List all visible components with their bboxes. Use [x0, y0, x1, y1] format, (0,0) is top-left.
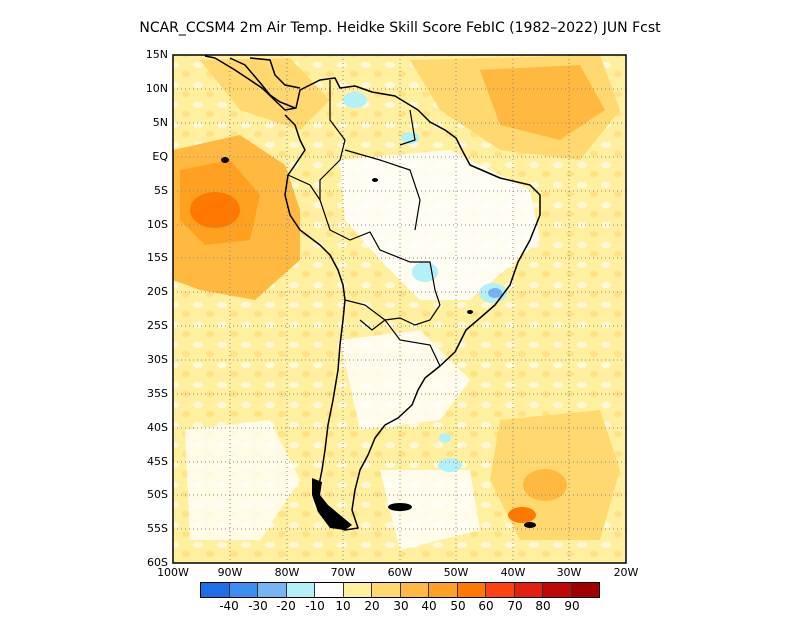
lat-label-20s: 20S: [147, 285, 168, 298]
lon-label-40w: 40W: [500, 566, 526, 579]
colorbar-label: 70: [507, 599, 523, 613]
south-atlantic-core-region: [523, 469, 567, 501]
colorbar-swatch-1: [229, 583, 258, 597]
colorbar-swatch-4: [315, 583, 344, 597]
colorbar-label: 90: [564, 599, 580, 613]
colorbar-swatch-5: [343, 583, 372, 597]
colorbar-label: -30: [248, 599, 268, 613]
negative-skill-patch-south-atlantic: [438, 458, 462, 472]
negative-skill-patch-brazil: [412, 262, 438, 282]
colorbar: [200, 582, 600, 598]
far-south-low-skill-region: [380, 470, 480, 550]
colorbar-swatch-8: [429, 583, 458, 597]
lat-label-25s: 25S: [147, 319, 168, 332]
lat-label-40s: 40S: [147, 421, 168, 434]
south-america-coastline: [214, 57, 541, 531]
colorbar-label: 50: [450, 599, 466, 613]
lat-label-5n: 5N: [152, 116, 168, 129]
lat-label-15n: 15N: [145, 48, 168, 61]
colorbar-swatch-7: [400, 583, 429, 597]
south-pacific-low-skill-region: [185, 420, 300, 540]
central-america-region: [200, 58, 330, 130]
colorbar-swatch-13: [571, 583, 599, 597]
southern-cone-low-skill-region: [340, 330, 470, 430]
north-atlantic-core-region: [480, 65, 605, 140]
colorbar-label: -10: [305, 599, 325, 613]
colorbar-label: 80: [535, 599, 551, 613]
lat-label-10n: 10N: [145, 82, 168, 95]
central-america-coastline: [204, 55, 301, 109]
lat-label-60s: 60S: [147, 556, 168, 569]
lon-label-90w: 90W: [217, 566, 243, 579]
colorbar-label: -40: [219, 599, 239, 613]
colorbar-label: 10: [335, 599, 351, 613]
negative-skill-patch-argentina: [439, 433, 451, 443]
colorbar-swatch-2: [258, 583, 287, 597]
lon-label-70w: 70W: [330, 566, 356, 579]
lat-label-eq: EQ: [152, 150, 168, 163]
chile-fjords: [312, 478, 352, 530]
colorbar-label: 30: [393, 599, 409, 613]
colorbar-label: 40: [421, 599, 437, 613]
colorbar-swatch-6: [372, 583, 401, 597]
colorbar-label: -20: [276, 599, 296, 613]
colorbar-swatch-9: [457, 583, 486, 597]
lon-label-100w: 100W: [157, 566, 189, 579]
lon-label-30w: 30W: [556, 566, 582, 579]
lon-label-20w: 20W: [613, 566, 639, 579]
colorbar-swatch-0: [201, 583, 230, 597]
colorbar-swatch-3: [286, 583, 315, 597]
pacific-peak-region: [190, 192, 240, 228]
colorbar-label: 20: [364, 599, 380, 613]
lon-label-50w: 50W: [443, 566, 469, 579]
lat-label-15s: 15S: [147, 251, 168, 264]
lat-label-35s: 35S: [147, 387, 168, 400]
lon-label-60w: 60W: [387, 566, 413, 579]
map-frame: [172, 54, 627, 564]
map-title: NCAR_CCSM4 2m Air Temp. Heidke Skill Sco…: [139, 20, 661, 36]
colorbar-swatch-10: [486, 583, 515, 597]
lat-label-45s: 45S: [147, 455, 168, 468]
lat-label-50s: 50S: [147, 488, 168, 501]
negative-skill-patch-southeast-core: [488, 288, 502, 298]
colorbar-swatch-12: [543, 583, 572, 597]
interior-low-skill-region: [340, 150, 540, 300]
lat-label-5s: 5S: [154, 184, 168, 197]
south-atlantic-peak-region: [508, 507, 536, 523]
lon-label-80w: 80W: [274, 566, 300, 579]
lat-label-55s: 55S: [147, 522, 168, 535]
lat-label-30s: 30S: [147, 353, 168, 366]
lat-label-10s: 10S: [147, 218, 168, 231]
colorbar-label: 60: [478, 599, 494, 613]
negative-skill-patch-north: [343, 92, 367, 108]
islands: [221, 157, 536, 528]
colorbar-swatch-11: [514, 583, 543, 597]
country-borders: [287, 80, 441, 367]
